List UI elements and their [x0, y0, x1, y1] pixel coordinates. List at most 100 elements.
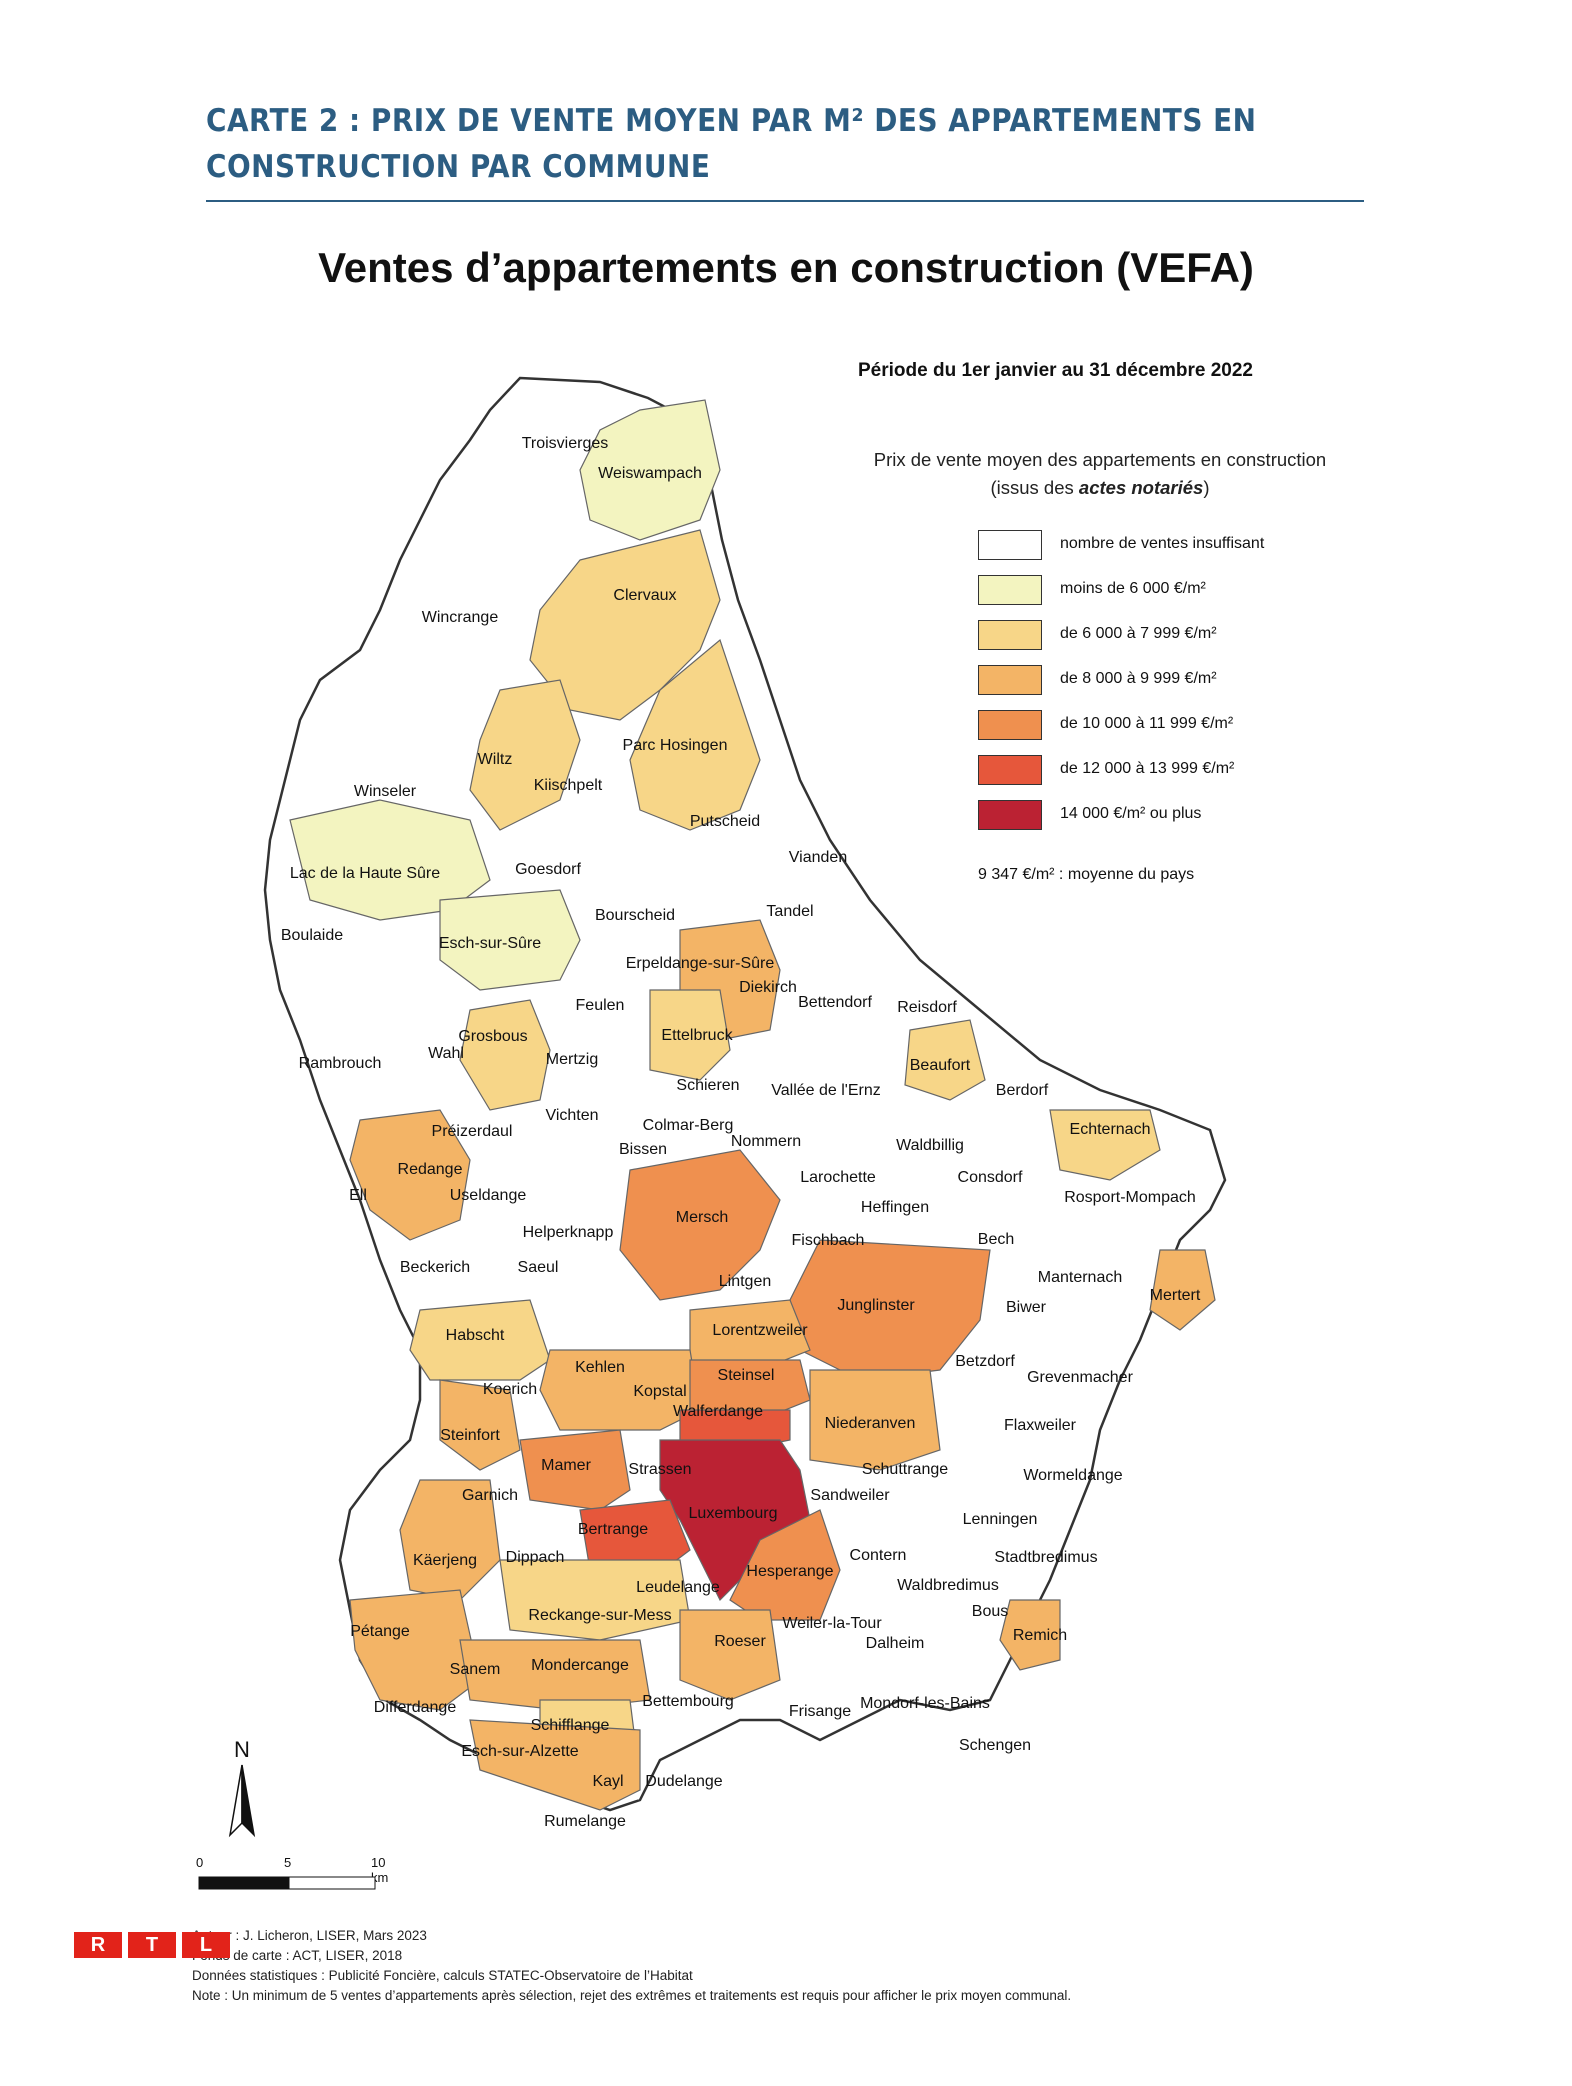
scale-bar-graphic	[198, 1876, 376, 1890]
map-title: Ventes d’appartements en construction (V…	[318, 244, 1254, 291]
commune-label: Lenningen	[963, 1511, 1038, 1528]
scale-label-0: 0	[196, 1855, 204, 1870]
commune-label: Helperknapp	[523, 1224, 614, 1241]
commune-label: Koerich	[483, 1381, 537, 1398]
commune-label: Weiler-la-Tour	[782, 1615, 882, 1632]
region-kehlen-kopstal	[539, 1349, 701, 1431]
commune-label: Beaufort	[910, 1057, 971, 1074]
region-mertert	[1149, 1249, 1216, 1331]
commune-label: Heffingen	[861, 1199, 929, 1216]
footer-basemap: Fonds de carte : ACT, LISER, 2018	[192, 1948, 403, 1963]
commune-label: Troisvierges	[522, 435, 609, 452]
header-rule	[206, 200, 1364, 202]
commune-label: Parc Hosingen	[623, 737, 728, 754]
commune-label: Mamer	[541, 1457, 591, 1474]
legend-label: 14 000 €/m² ou plus	[1060, 805, 1202, 822]
legend-title-em: actes notariés	[1078, 477, 1204, 498]
commune-label: Remich	[1013, 1627, 1067, 1644]
region-mersch	[619, 1149, 781, 1301]
rtl-logo-letter: T	[128, 1932, 176, 1958]
commune-label: Waldbredimus	[897, 1577, 999, 1594]
commune-label: Kopstal	[633, 1383, 686, 1400]
commune-label: Kayl	[592, 1773, 623, 1790]
commune-label: Waldbillig	[896, 1137, 964, 1154]
commune-label: Lac de la Haute Sûre	[290, 865, 440, 882]
commune-label: Garnich	[462, 1487, 518, 1504]
north-arrow-icon: N	[228, 1737, 256, 1838]
north-label: N	[234, 1737, 250, 1762]
commune-label: Rumelange	[544, 1813, 626, 1830]
region-clervaux	[529, 529, 721, 721]
commune-label: Winseler	[354, 783, 417, 800]
footer-sources: Données statistiques : Publicité Foncièr…	[192, 1968, 693, 1983]
commune-label: Esch-sur-Sûre	[439, 935, 541, 952]
region-steinfort	[439, 1379, 521, 1471]
commune-label: Ettelbruck	[661, 1027, 733, 1044]
commune-label: Echternach	[1070, 1121, 1151, 1138]
legend-swatch	[978, 530, 1042, 560]
commune-label: Wahl	[428, 1045, 464, 1062]
legend-title-prefix: (issus des	[990, 477, 1079, 498]
commune-label: Bertrange	[578, 1521, 648, 1538]
commune-label: Lorentzweiler	[712, 1322, 808, 1339]
legend-label: moins de 6 000 €/m²	[1060, 580, 1206, 597]
legend-title-line-1: Prix de vente moyen des appartements en …	[873, 449, 1327, 470]
region-beaufort	[904, 1019, 986, 1101]
commune-label: Fischbach	[792, 1232, 865, 1249]
region-remich	[999, 1599, 1061, 1671]
commune-label: Boulaide	[281, 927, 343, 944]
region-niederanven	[809, 1369, 941, 1471]
commune-label: Schieren	[676, 1077, 739, 1094]
rtl-logo-letter: R	[74, 1932, 122, 1958]
commune-label: Useldange	[450, 1187, 527, 1204]
commune-label: Rosport-Mompach	[1064, 1189, 1196, 1206]
commune-label: Vianden	[789, 849, 847, 866]
commune-label: Wormeldange	[1023, 1467, 1122, 1484]
commune-label: Diekirch	[739, 979, 797, 996]
commune-label: Rambrouch	[299, 1055, 382, 1072]
commune-label: Leudelange	[636, 1579, 720, 1596]
commune-label: Mersch	[676, 1209, 728, 1226]
commune-label: Bourscheid	[595, 907, 675, 924]
commune-label: Esch-sur-Alzette	[461, 1743, 578, 1760]
region-parc-hosingen	[629, 638, 761, 831]
region-roeser	[679, 1609, 781, 1701]
legend-title-line-2: (issus des actes notariés)	[820, 474, 1380, 502]
commune-label: Sandweiler	[810, 1487, 890, 1504]
commune-label: Bous	[972, 1603, 1008, 1620]
commune-label: Contern	[850, 1547, 907, 1564]
header-line-2: CONSTRUCTION PAR COMMUNE	[206, 149, 711, 185]
region-hesperange	[729, 1509, 841, 1621]
commune-label: Kiischpelt	[534, 777, 603, 794]
commune-label: Mertzig	[546, 1051, 598, 1068]
commune-label: Frisange	[789, 1703, 851, 1720]
commune-label: Bech	[978, 1231, 1014, 1248]
commune-label: Feulen	[576, 997, 625, 1014]
commune-label: Grevenmacher	[1027, 1369, 1133, 1386]
commune-label: Mondercange	[531, 1657, 629, 1674]
commune-label: Niederanven	[825, 1415, 916, 1432]
country-average: 9 347 €/m² : moyenne du pays	[978, 866, 1195, 883]
legend-label: de 12 000 à 13 999 €/m²	[1060, 760, 1235, 777]
commune-label: Mondorf-les-Bains	[860, 1695, 990, 1712]
commune-label: Stadtbredimus	[994, 1549, 1097, 1566]
commune-labels: Troisvierges Weiswampach Wincrange Clervaux…	[281, 435, 1201, 1830]
commune-label: Roeser	[714, 1633, 766, 1650]
legend-label: nombre de ventes insuffisant	[1060, 535, 1265, 552]
commune-label: Putscheid	[690, 813, 760, 830]
page-header: CARTE 2 : PRIX DE VENTE MOYEN PAR M² DES…	[206, 98, 1366, 190]
legend-swatch	[978, 800, 1042, 830]
region-habscht	[409, 1299, 551, 1381]
commune-label: Erpeldange-sur-Sûre	[626, 955, 775, 972]
commune-label: Junglinster	[837, 1297, 915, 1314]
commune-label: Luxembourg	[689, 1505, 778, 1522]
legend-title-suffix: )	[1203, 477, 1210, 498]
region-esch-kayl-rumelange	[469, 1719, 641, 1811]
commune-label: Dudelange	[645, 1773, 723, 1790]
commune-label: Biwer	[1006, 1299, 1047, 1316]
commune-label: Tandel	[766, 903, 813, 920]
commune-label: Vichten	[545, 1107, 598, 1124]
legend-swatch	[978, 755, 1042, 785]
commune-label: Goesdorf	[515, 861, 581, 878]
